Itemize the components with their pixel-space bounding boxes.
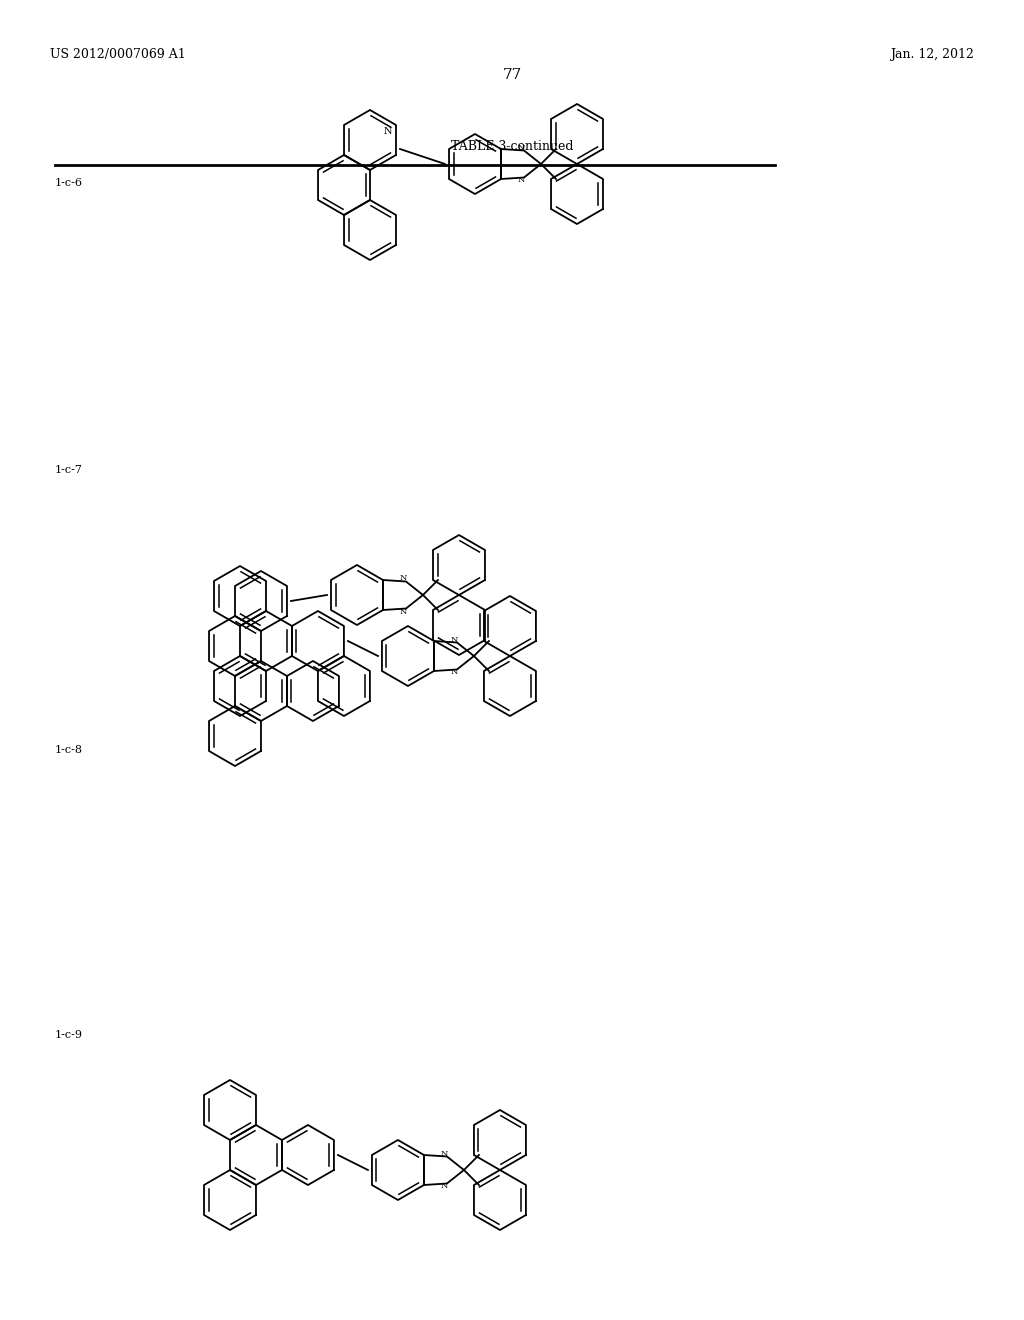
Text: N: N [517, 177, 524, 185]
Text: N: N [399, 574, 407, 582]
Text: Jan. 12, 2012: Jan. 12, 2012 [890, 48, 974, 61]
Text: N: N [451, 635, 458, 644]
Text: 1-c-6: 1-c-6 [55, 178, 83, 187]
Text: 1-c-8: 1-c-8 [55, 744, 83, 755]
Text: US 2012/0007069 A1: US 2012/0007069 A1 [50, 48, 185, 61]
Text: 1-c-7: 1-c-7 [55, 465, 83, 475]
Text: N: N [440, 1183, 447, 1191]
Text: 1-c-9: 1-c-9 [55, 1030, 83, 1040]
Text: TABLE 3-continued: TABLE 3-continued [451, 140, 573, 153]
Text: 77: 77 [503, 69, 521, 82]
Text: N: N [399, 607, 407, 615]
Text: N: N [451, 668, 458, 676]
Text: N: N [440, 1150, 447, 1158]
Text: N: N [517, 144, 524, 152]
Text: N: N [384, 127, 392, 136]
